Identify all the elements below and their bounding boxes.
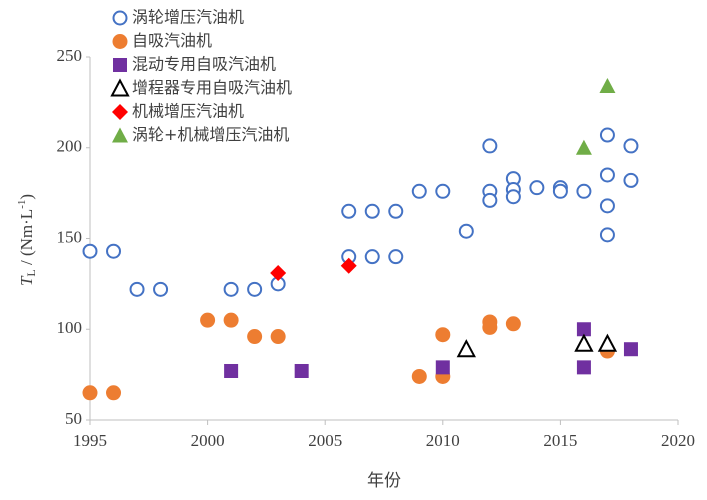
y-title-part: -1 (16, 200, 28, 209)
legend-label: 涡轮增压汽油机 (132, 8, 244, 27)
y-tick-label: 250 (57, 46, 83, 65)
legend-marker (112, 34, 128, 49)
x-tick-label: 2005 (308, 431, 342, 450)
legend-label: 混动专用自吸汽油机 (132, 55, 276, 74)
point (599, 198, 615, 214)
point (223, 281, 239, 297)
point (82, 243, 98, 259)
point (106, 385, 122, 401)
point (247, 329, 263, 345)
point (82, 385, 98, 401)
legend: 涡轮增压汽油机自吸汽油机混动专用自吸汽油机增程器专用自吸汽油机机械增压汽油机涡轮… (110, 8, 292, 144)
point (482, 138, 498, 154)
legend-marker (112, 10, 128, 26)
x-tick-label: 2010 (426, 431, 460, 450)
point (623, 172, 639, 188)
point (456, 339, 476, 358)
point (153, 281, 169, 297)
y-tick-label: 200 (57, 137, 83, 156)
point (294, 363, 309, 378)
y-title-part: / (Nm·L (17, 209, 36, 269)
y-axis-title: TL / (Nm·L-1) (16, 194, 38, 286)
legend-label: 增程器专用自吸汽油机 (132, 78, 292, 97)
point (411, 183, 427, 199)
y-title-part: T (17, 275, 36, 286)
point (482, 192, 498, 208)
point (599, 227, 615, 243)
point (599, 78, 616, 94)
point (200, 312, 216, 328)
legend-marker (112, 104, 128, 120)
point (623, 342, 638, 357)
point (482, 319, 498, 335)
point (576, 322, 591, 337)
point (505, 316, 521, 332)
point (458, 223, 474, 239)
y-tick-label: 50 (65, 409, 82, 428)
point (435, 183, 451, 199)
point (435, 360, 450, 375)
point (599, 167, 615, 183)
point (129, 281, 145, 297)
x-tick-label: 2015 (543, 431, 577, 450)
point (388, 249, 404, 265)
x-axis-title: 年份 (367, 471, 401, 490)
legend-marker (110, 78, 130, 97)
y-tick-label: 150 (57, 227, 83, 246)
y-title-part: ) (17, 194, 36, 200)
x-tick-label: 2000 (191, 431, 225, 450)
point (576, 360, 591, 375)
point (364, 249, 380, 265)
point (270, 329, 286, 345)
legend-marker (112, 127, 128, 143)
point (599, 127, 615, 143)
legend-label: 自吸汽油机 (132, 31, 212, 50)
x-tick-label: 1995 (73, 431, 107, 450)
point (529, 180, 545, 196)
point (575, 139, 592, 155)
point (505, 189, 521, 205)
point (270, 264, 287, 281)
point (435, 327, 451, 343)
legend-label: 机械增压汽油机 (132, 102, 244, 121)
point (574, 333, 594, 352)
point (247, 281, 263, 297)
point (411, 368, 427, 384)
y-title-part: L (24, 269, 38, 276)
point (388, 203, 404, 219)
point (106, 243, 122, 259)
point (341, 203, 357, 219)
point (552, 183, 568, 199)
x-tick-label: 2020 (661, 431, 695, 450)
point (224, 363, 239, 378)
point (364, 203, 380, 219)
legend-label: 涡轮+机械增压汽油机 (132, 125, 289, 144)
point (340, 257, 357, 274)
point (623, 138, 639, 154)
point (597, 333, 618, 352)
point (223, 312, 239, 328)
legend-marker (113, 58, 127, 72)
y-tick-label: 100 (57, 318, 83, 337)
point (576, 183, 592, 199)
